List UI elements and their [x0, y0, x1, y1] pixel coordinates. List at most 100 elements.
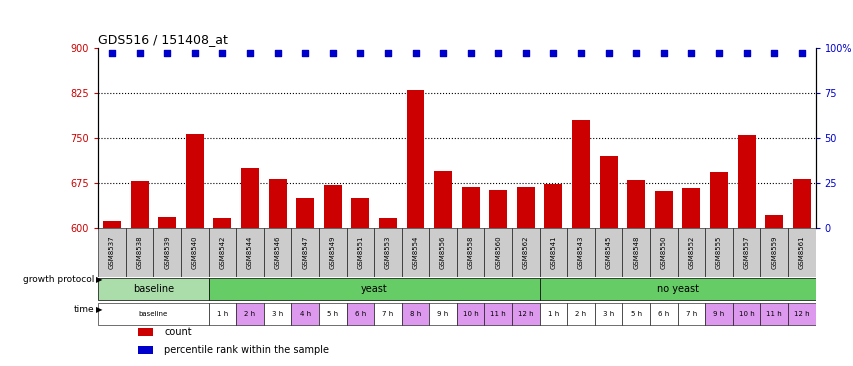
Point: [215, 50, 229, 56]
Bar: [764, 215, 782, 228]
Text: 12 h: 12 h: [518, 311, 533, 317]
Bar: [241, 168, 258, 228]
Text: 1 h: 1 h: [547, 311, 559, 317]
FancyBboxPatch shape: [98, 228, 125, 277]
Point: [463, 50, 477, 56]
Bar: [544, 184, 562, 228]
Point: [436, 50, 450, 56]
FancyBboxPatch shape: [318, 303, 346, 325]
FancyBboxPatch shape: [208, 278, 539, 300]
Bar: [572, 120, 589, 228]
FancyBboxPatch shape: [566, 303, 595, 325]
FancyBboxPatch shape: [649, 228, 676, 277]
Point: [519, 50, 532, 56]
FancyBboxPatch shape: [705, 228, 732, 277]
FancyBboxPatch shape: [98, 303, 208, 325]
FancyBboxPatch shape: [264, 228, 291, 277]
Text: ▶: ▶: [96, 276, 102, 284]
Point: [298, 50, 311, 56]
Bar: [213, 218, 231, 228]
FancyBboxPatch shape: [374, 303, 401, 325]
Bar: [682, 188, 699, 228]
Point: [794, 50, 808, 56]
Text: GSM8547: GSM8547: [302, 235, 308, 269]
Text: yeast: yeast: [360, 284, 387, 294]
FancyBboxPatch shape: [346, 303, 374, 325]
Text: growth protocol: growth protocol: [22, 276, 94, 284]
Text: GSM8540: GSM8540: [192, 235, 198, 269]
Bar: [131, 181, 148, 228]
FancyBboxPatch shape: [732, 303, 759, 325]
FancyBboxPatch shape: [595, 303, 622, 325]
Bar: [323, 184, 341, 228]
Point: [353, 50, 367, 56]
Text: GSM8553: GSM8553: [385, 235, 391, 269]
Bar: [351, 198, 368, 228]
FancyBboxPatch shape: [98, 278, 208, 300]
Point: [601, 50, 615, 56]
Point: [380, 50, 394, 56]
FancyBboxPatch shape: [401, 303, 429, 325]
FancyBboxPatch shape: [429, 228, 456, 277]
Text: GSM8550: GSM8550: [660, 235, 666, 269]
Bar: [654, 191, 672, 228]
Text: 4 h: 4 h: [299, 311, 310, 317]
Bar: [103, 221, 121, 228]
FancyBboxPatch shape: [566, 228, 595, 277]
Text: GSM8545: GSM8545: [605, 235, 611, 269]
Text: GSM8548: GSM8548: [632, 235, 639, 269]
FancyBboxPatch shape: [264, 303, 291, 325]
Text: 12 h: 12 h: [793, 311, 809, 317]
FancyBboxPatch shape: [595, 228, 622, 277]
Text: count: count: [164, 328, 192, 337]
FancyBboxPatch shape: [512, 228, 539, 277]
Point: [711, 50, 725, 56]
Text: GSM8541: GSM8541: [550, 235, 556, 269]
Bar: [158, 217, 176, 228]
Text: GSM8560: GSM8560: [495, 235, 501, 269]
Point: [739, 50, 752, 56]
FancyBboxPatch shape: [484, 303, 512, 325]
Bar: [792, 179, 809, 228]
Text: GSM8556: GSM8556: [439, 235, 445, 269]
Text: GSM8552: GSM8552: [688, 235, 693, 269]
FancyBboxPatch shape: [456, 228, 484, 277]
FancyBboxPatch shape: [236, 228, 264, 277]
Text: GSM8554: GSM8554: [412, 235, 418, 269]
FancyBboxPatch shape: [676, 303, 705, 325]
Point: [656, 50, 670, 56]
Text: GSM8555: GSM8555: [715, 235, 721, 269]
FancyBboxPatch shape: [125, 228, 154, 277]
Text: 7 h: 7 h: [382, 311, 393, 317]
Bar: [599, 156, 617, 228]
Text: GSM8551: GSM8551: [357, 235, 363, 269]
Point: [132, 50, 146, 56]
FancyBboxPatch shape: [622, 228, 649, 277]
Text: ▶: ▶: [96, 305, 102, 314]
Point: [243, 50, 257, 56]
Text: GSM8537: GSM8537: [109, 235, 115, 269]
Text: GSM8562: GSM8562: [522, 235, 528, 269]
FancyBboxPatch shape: [318, 228, 346, 277]
Bar: [296, 198, 314, 228]
Text: 2 h: 2 h: [575, 311, 586, 317]
Point: [490, 50, 504, 56]
Point: [188, 50, 201, 56]
FancyBboxPatch shape: [429, 303, 456, 325]
Bar: [137, 328, 154, 336]
Point: [270, 50, 284, 56]
FancyBboxPatch shape: [208, 303, 236, 325]
Text: GSM8543: GSM8543: [577, 235, 583, 269]
Point: [546, 50, 560, 56]
FancyBboxPatch shape: [622, 303, 649, 325]
Text: GSM8557: GSM8557: [743, 235, 749, 269]
Text: 3 h: 3 h: [602, 311, 613, 317]
Bar: [709, 172, 727, 228]
FancyBboxPatch shape: [512, 303, 539, 325]
Text: GSM8559: GSM8559: [770, 235, 776, 269]
FancyBboxPatch shape: [346, 228, 374, 277]
FancyBboxPatch shape: [236, 303, 264, 325]
FancyBboxPatch shape: [705, 303, 732, 325]
Text: GSM8539: GSM8539: [164, 235, 170, 269]
Text: time: time: [73, 305, 94, 314]
